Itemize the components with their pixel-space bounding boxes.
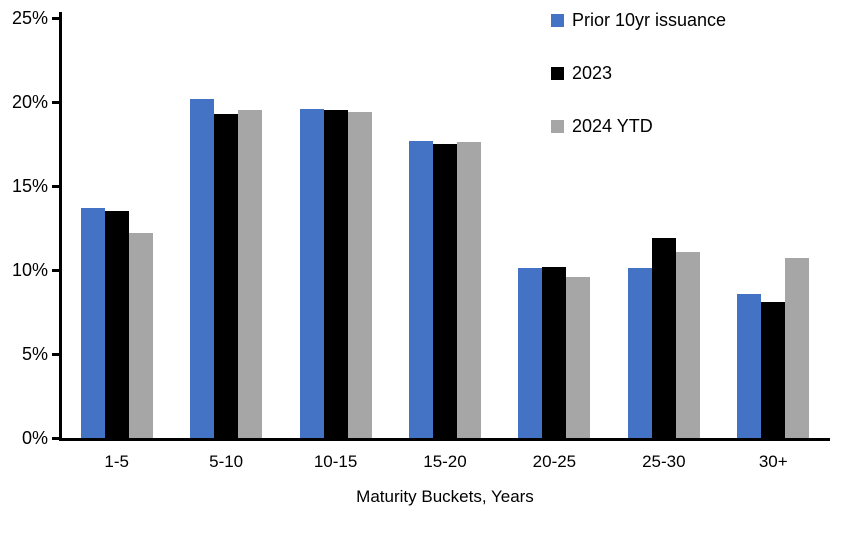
bar-prior-10yr-issuance <box>299 108 324 438</box>
legend-label: 2024 YTD <box>572 115 653 136</box>
y-tick-mark <box>52 353 60 356</box>
bar-2023 <box>432 144 457 438</box>
legend-swatch <box>551 66 564 80</box>
bar-2024-ytd <box>675 251 700 438</box>
bar-2024-ytd <box>785 258 810 438</box>
y-tick-label: 0% <box>21 428 48 448</box>
legend: Prior 10yr issuance 2023 2024 YTD <box>551 9 726 168</box>
plot-area <box>62 18 828 438</box>
bar-group <box>281 18 390 438</box>
bar-prior-10yr-issuance <box>408 140 433 438</box>
y-tick-label: 10% <box>11 260 48 280</box>
y-axis-line <box>59 12 62 441</box>
bar-prior-10yr-issuance <box>627 268 652 438</box>
bar-2023 <box>651 238 676 438</box>
y-tick-label: 20% <box>11 92 48 112</box>
y-tick-mark <box>52 269 60 272</box>
x-tick-label: 15-20 <box>423 452 467 471</box>
bar-2024-ytd <box>566 276 591 438</box>
bar-group <box>171 18 280 438</box>
bar-2023 <box>761 301 786 438</box>
bar-prior-10yr-issuance <box>518 268 543 438</box>
x-tick-label: 5-10 <box>209 452 244 471</box>
legend-item: 2023 <box>551 62 726 84</box>
bar-group <box>390 18 499 438</box>
legend-label: Prior 10yr issuance <box>572 9 727 30</box>
y-tick-mark <box>52 101 60 104</box>
bar-prior-10yr-issuance <box>190 98 215 438</box>
bar-prior-10yr-issuance <box>737 293 762 438</box>
legend-swatch <box>551 119 564 133</box>
bar-2024-ytd <box>128 233 153 438</box>
bar-2024-ytd <box>238 110 263 438</box>
y-tick-label: 15% <box>11 176 48 196</box>
bar-2023 <box>323 110 348 438</box>
bar-2023 <box>104 211 129 438</box>
x-tick-label: 20-25 <box>532 452 577 471</box>
bar-2024-ytd <box>347 112 372 438</box>
legend-item: 2024 YTD <box>551 115 726 137</box>
x-tick-label: 25-30 <box>642 452 686 471</box>
y-tick-label: 25% <box>11 8 48 28</box>
legend-swatch <box>551 13 564 27</box>
y-tick-mark <box>52 17 60 20</box>
x-axis-line <box>59 438 830 441</box>
bar-2024-ytd <box>456 142 481 438</box>
bar-2023 <box>542 266 567 438</box>
y-tick-mark <box>52 437 60 440</box>
bar-group <box>62 18 171 438</box>
x-axis-labels: 1-5 5-10 10-15 15-20 20-25 25-30 30+ <box>62 452 828 472</box>
x-tick-label: 1-5 <box>104 452 129 471</box>
y-tick-mark <box>52 185 60 188</box>
legend-label: 2023 <box>572 62 613 83</box>
bar-group <box>609 18 718 438</box>
legend-item: Prior 10yr issuance <box>551 9 726 31</box>
bar-group <box>500 18 609 438</box>
bar-2023 <box>214 113 239 438</box>
x-tick-label: 10-15 <box>313 452 358 471</box>
x-axis-title: Maturity Buckets, Years <box>356 487 534 506</box>
bar-prior-10yr-issuance <box>80 207 105 438</box>
x-tick-label: 30+ <box>758 452 788 471</box>
bar-group <box>719 18 828 438</box>
y-tick-label: 5% <box>21 344 48 364</box>
